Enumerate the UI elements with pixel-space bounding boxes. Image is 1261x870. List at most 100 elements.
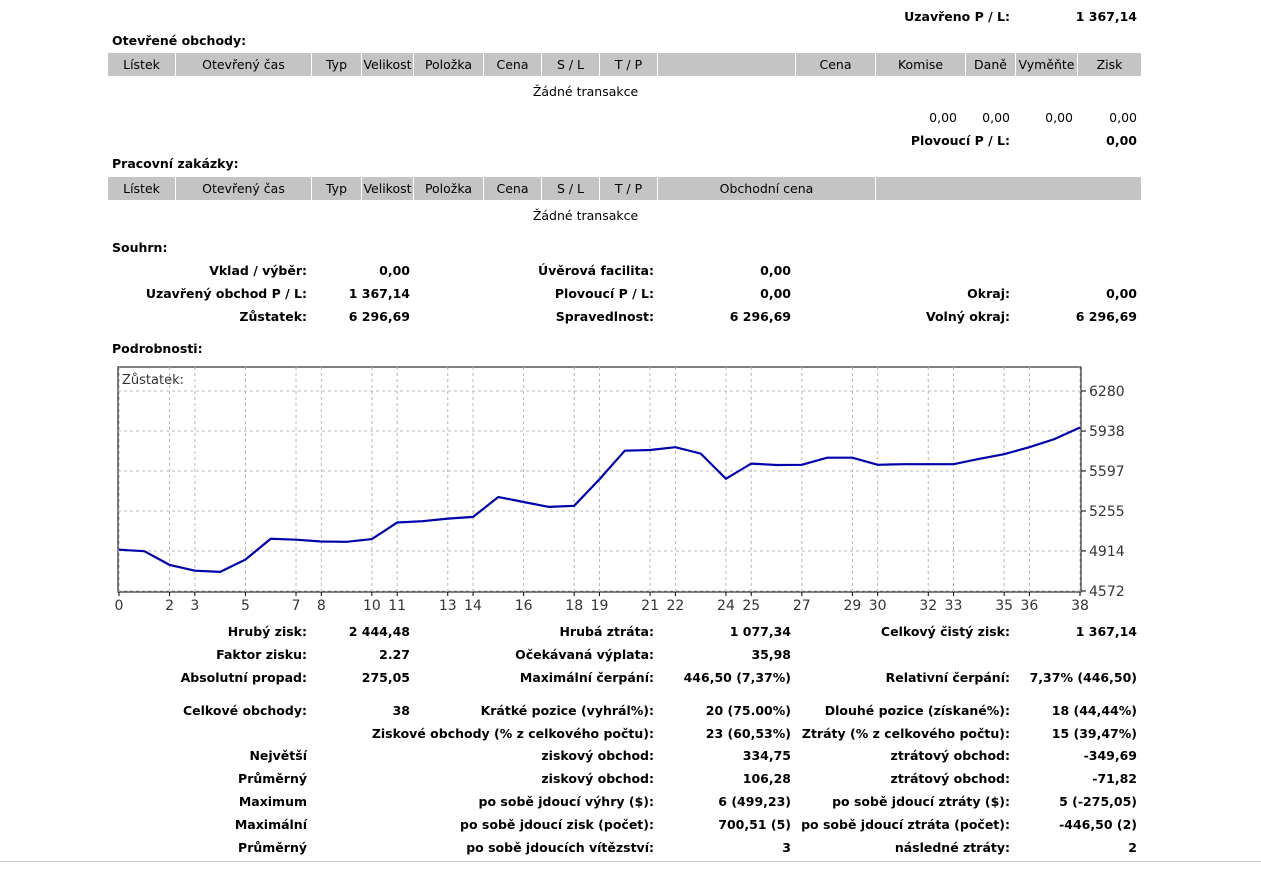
y-tick-label: 5255: [1089, 504, 1125, 520]
x-tick-label: 13: [439, 598, 457, 612]
chart-grid: [118, 367, 1081, 592]
col-price[interactable]: Cena: [484, 177, 542, 200]
col-type[interactable]: Typ: [312, 53, 362, 76]
stat-label-3: po sobě jdoucí ztráta (počet):: [801, 817, 1010, 832]
x-tick-label: 11: [388, 598, 406, 612]
x-tick-label: 2: [165, 598, 174, 612]
open-commission-total: 0,00: [929, 110, 957, 125]
free-margin-value: 6 296,69: [1075, 309, 1137, 324]
col-open-time[interactable]: Otevřený čas: [176, 177, 312, 200]
stat-label-2: po sobě jdoucí zisk (počet):: [460, 817, 654, 832]
col-blank: [658, 53, 796, 76]
x-tick-label: 38: [1071, 598, 1089, 612]
stat-label-2: Ziskové obchody (% z celkového počtu):: [371, 726, 654, 741]
col-sl[interactable]: S / L: [542, 177, 600, 200]
stat-value-2: 700,51 (5): [718, 817, 791, 832]
floating-pl-value: 0,00: [1106, 133, 1137, 148]
x-tick-label: 25: [742, 598, 760, 612]
x-axis-ticks: 0 2 3 5 7 8 10 11 13 14 16 18 19 21 22 24 25 27 29 30 32 33 35…: [115, 592, 1089, 612]
working-orders-empty: Žádné transakce: [532, 208, 639, 223]
stat-label-3: následné ztráty:: [894, 840, 1010, 855]
stat-label-2: po sobě jdoucích vítězství:: [466, 840, 654, 855]
open-trades-empty: Žádné transakce: [532, 84, 639, 99]
equity-label: Spravedlnost:: [555, 309, 654, 324]
col-ticket[interactable]: Lístek: [108, 53, 176, 76]
col-item[interactable]: Položka: [414, 177, 484, 200]
x-tick-label: 8: [317, 598, 326, 612]
stat-value-3: 1 367,14: [1075, 624, 1137, 639]
stat-label-1: Faktor zisku:: [216, 647, 307, 662]
col-size[interactable]: Velikost: [362, 53, 414, 76]
stat-label-3: po sobě jdoucí ztráty ($):: [832, 794, 1010, 809]
stat-value-2: 334,75: [742, 748, 791, 763]
x-tick-label: 21: [641, 598, 659, 612]
x-tick-label: 19: [591, 598, 609, 612]
x-tick-label: 0: [115, 598, 124, 612]
col-ticket[interactable]: Lístek: [108, 177, 176, 200]
open-profit-total: 0,00: [1109, 110, 1137, 125]
stat-value-3: 18 (44,44%): [1051, 703, 1137, 718]
stat-label-2: Hrubá ztráta:: [559, 624, 654, 639]
stat-value-2: 20 (75.00%): [705, 703, 791, 718]
open-swap-total: 0,00: [1045, 110, 1073, 125]
x-tick-label: 36: [1021, 598, 1039, 612]
stat-label-1: Průměrný: [238, 840, 307, 855]
x-tick-label: 18: [565, 598, 583, 612]
stat-label-1: Celkové obchody:: [182, 703, 307, 718]
y-tick-label: 5597: [1089, 464, 1125, 480]
col-taxes[interactable]: Daně: [966, 53, 1016, 76]
stat-label-2: ziskový obchod:: [541, 771, 654, 786]
col-commission[interactable]: Komise: [876, 53, 966, 76]
y-tick-label: 5938: [1089, 424, 1125, 440]
stat-value-3: 5 (-275,05): [1059, 794, 1137, 809]
x-tick-label: 32: [919, 598, 937, 612]
stat-value-1: 275,05: [361, 670, 410, 685]
col-sl[interactable]: S / L: [542, 53, 600, 76]
stat-value-1: 2 444,48: [348, 624, 410, 639]
col-item[interactable]: Položka: [414, 53, 484, 76]
x-tick-label: 3: [190, 598, 199, 612]
stat-label-1: Hrubý zisk:: [227, 624, 307, 639]
stat-value-2: 3: [782, 840, 791, 855]
stat-value-3: 2: [1128, 840, 1137, 855]
y-tick-label: 4572: [1089, 584, 1125, 600]
col-tp[interactable]: T / P: [600, 177, 658, 200]
col-swap[interactable]: Vyměňte: [1016, 53, 1078, 76]
col-close-price[interactable]: Cena: [796, 53, 876, 76]
summary-floating-value: 0,00: [760, 286, 791, 301]
closed-pl-value: 1 367,14: [1075, 9, 1137, 24]
open-trades-title: Otevřené obchody:: [112, 33, 247, 48]
stat-label-1: Absolutní propad:: [180, 670, 307, 685]
x-tick-label: 14: [464, 598, 482, 612]
stat-label-2: Maximální čerpání:: [519, 670, 654, 685]
stat-label-1: Průměrný: [238, 771, 307, 786]
deposit-value: 0,00: [379, 263, 410, 278]
stat-label-2: Očekávaná výplata:: [515, 647, 654, 662]
x-tick-label: 22: [666, 598, 684, 612]
col-tp[interactable]: T / P: [600, 53, 658, 76]
col-open-time[interactable]: Otevřený čas: [176, 53, 312, 76]
col-type[interactable]: Typ: [312, 177, 362, 200]
col-market-price[interactable]: Obchodní cena: [658, 177, 876, 200]
margin-label: Okraj:: [967, 286, 1010, 301]
col-price[interactable]: Cena: [484, 53, 542, 76]
x-tick-label: 33: [945, 598, 963, 612]
x-tick-label: 35: [995, 598, 1013, 612]
chart-title: Zůstatek:: [122, 373, 184, 388]
x-tick-label: 5: [241, 598, 250, 612]
col-profit[interactable]: Zisk: [1096, 57, 1123, 72]
credit-value: 0,00: [760, 263, 791, 278]
closed-pl-label: Uzavřeno P / L:: [904, 9, 1010, 24]
stat-value-3: -349,69: [1083, 748, 1137, 763]
credit-label: Úvěrová facilita:: [537, 263, 654, 278]
stat-label-2: po sobě jdoucí výhry ($):: [478, 794, 654, 809]
stat-label-1: Maximum: [238, 794, 307, 809]
summary-title: Souhrn:: [112, 240, 168, 255]
col-size[interactable]: Velikost: [362, 177, 414, 200]
details-title: Podrobnosti:: [112, 341, 203, 356]
stat-label-2: ziskový obchod:: [541, 748, 654, 763]
stat-label-3: Ztráty (% z celkového počtu):: [801, 726, 1010, 741]
closed-trade-value: 1 367,14: [348, 286, 410, 301]
closed-trade-label: Uzavřený obchod P / L:: [145, 286, 307, 301]
equity-value: 6 296,69: [729, 309, 791, 324]
